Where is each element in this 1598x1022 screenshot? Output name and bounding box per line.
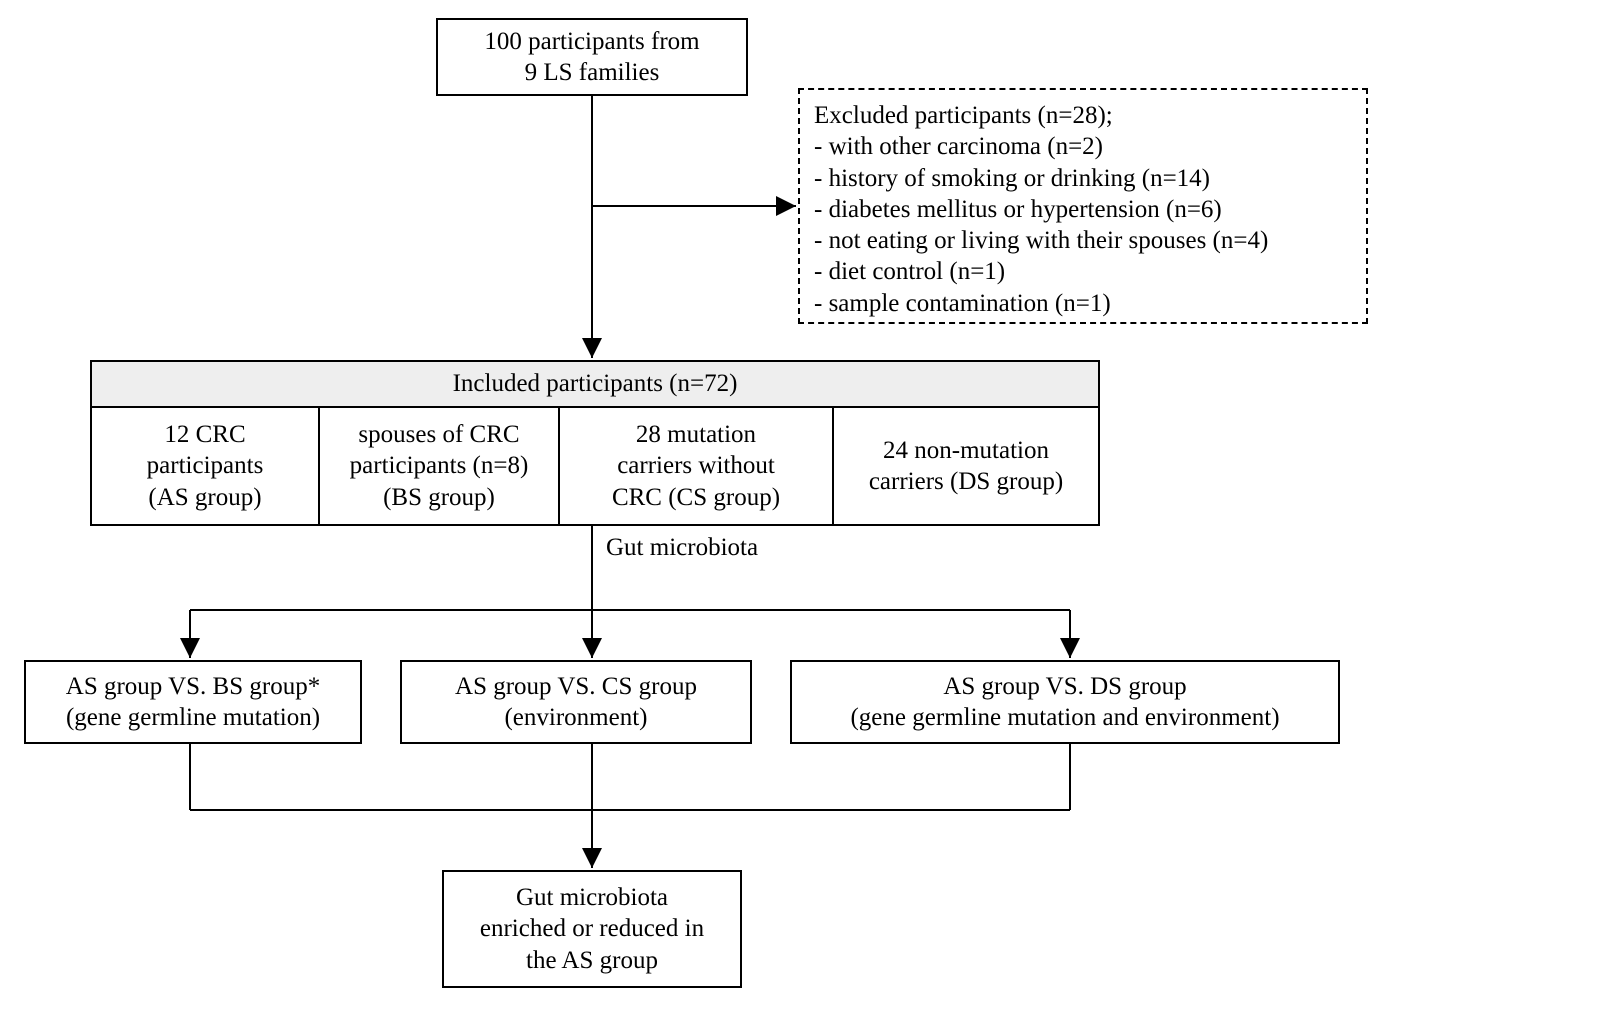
node-start: 100 participants from9 LS families xyxy=(436,18,748,96)
node-cmp-ad-text: AS group VS. DS group(gene germline muta… xyxy=(850,671,1279,734)
node-group-ds-text: 24 non-mutationcarriers (DS group) xyxy=(869,435,1063,498)
node-included-header: Included participants (n=72) xyxy=(90,360,1100,408)
node-group-cs: 28 mutationcarriers withoutCRC (CS group… xyxy=(560,408,834,526)
node-cmp-ab-text: AS group VS. BS group*(gene germline mut… xyxy=(66,671,320,734)
node-cmp-ad: AS group VS. DS group(gene germline muta… xyxy=(790,660,1340,744)
node-group-as: 12 CRCparticipants(AS group) xyxy=(90,408,320,526)
node-excluded: Excluded participants (n=28);- with othe… xyxy=(798,88,1368,324)
node-group-cs-text: 28 mutationcarriers withoutCRC (CS group… xyxy=(612,419,780,513)
node-start-text: 100 participants from9 LS families xyxy=(484,26,699,89)
label-gut-microbiota-text: Gut microbiota xyxy=(606,534,758,561)
node-group-bs-text: spouses of CRCparticipants (n=8)(BS grou… xyxy=(350,419,529,513)
node-group-ds: 24 non-mutationcarriers (DS group) xyxy=(834,408,1100,526)
node-excluded-text: Excluded participants (n=28);- with othe… xyxy=(814,100,1268,319)
node-cmp-ab: AS group VS. BS group*(gene germline mut… xyxy=(24,660,362,744)
node-result-text: Gut microbiotaenriched or reduced inthe … xyxy=(480,882,704,976)
node-group-bs: spouses of CRCparticipants (n=8)(BS grou… xyxy=(320,408,560,526)
node-cmp-ac-text: AS group VS. CS group(environment) xyxy=(455,671,697,734)
node-cmp-ac: AS group VS. CS group(environment) xyxy=(400,660,752,744)
node-included-header-text: Included participants (n=72) xyxy=(453,368,738,399)
node-result: Gut microbiotaenriched or reduced inthe … xyxy=(442,870,742,988)
node-group-as-text: 12 CRCparticipants(AS group) xyxy=(147,419,264,513)
label-gut-microbiota: Gut microbiota xyxy=(606,534,758,562)
